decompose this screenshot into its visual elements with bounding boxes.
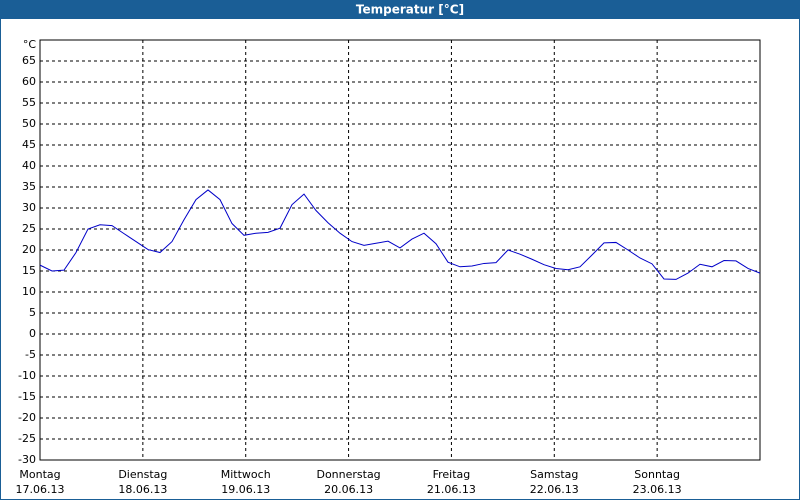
chart-title: Temperatur [°C] (356, 3, 464, 17)
plot-frame (39, 39, 761, 461)
x-tick-label: Montag (19, 468, 60, 481)
x-tick-date: 20.06.13 (324, 483, 373, 496)
y-tick-label: 30 (22, 201, 36, 214)
title-bar (0, 0, 800, 19)
x-tick-label: Freitag (433, 468, 471, 481)
y-tick-label: 50 (22, 117, 36, 130)
x-tick-date: 23.06.13 (633, 483, 682, 496)
x-tick-label: Donnerstag (316, 468, 380, 481)
y-tick-label: 40 (22, 159, 36, 172)
x-tick-label: Mittwoch (221, 468, 271, 481)
y-tick-label: -25 (18, 432, 36, 445)
y-unit: °C (23, 38, 37, 51)
y-tick-label: 5 (29, 306, 36, 319)
x-tick-date: 21.06.13 (427, 483, 476, 496)
y-tick-label: -15 (18, 390, 36, 403)
y-tick-label: -10 (18, 369, 36, 382)
x-tick-date: 22.06.13 (530, 483, 579, 496)
y-tick-label: -30 (18, 453, 36, 466)
y-tick-label: -5 (25, 348, 36, 361)
y-tick-label: 45 (22, 138, 36, 151)
x-tick-date: 17.06.13 (16, 483, 65, 496)
x-tick-label: Sonntag (634, 468, 680, 481)
y-tick-label: 60 (22, 75, 36, 88)
y-tick-label: 20 (22, 243, 36, 256)
temperature-line (39, 189, 761, 280)
y-tick-label: 0 (29, 327, 36, 340)
y-tick-label: -20 (18, 411, 36, 424)
y-tick-label: 35 (22, 180, 36, 193)
x-tick-label: Dienstag (118, 468, 167, 481)
x-tick-date: 19.06.13 (221, 483, 270, 496)
y-tick-label: 10 (22, 285, 36, 298)
x-tick-date: 18.06.13 (118, 483, 167, 496)
y-tick-label: 25 (22, 222, 36, 235)
y-tick-label: 55 (22, 96, 36, 109)
y-tick-label: 15 (22, 264, 36, 277)
x-tick-label: Samstag (530, 468, 578, 481)
y-tick-label: 65 (22, 54, 36, 67)
